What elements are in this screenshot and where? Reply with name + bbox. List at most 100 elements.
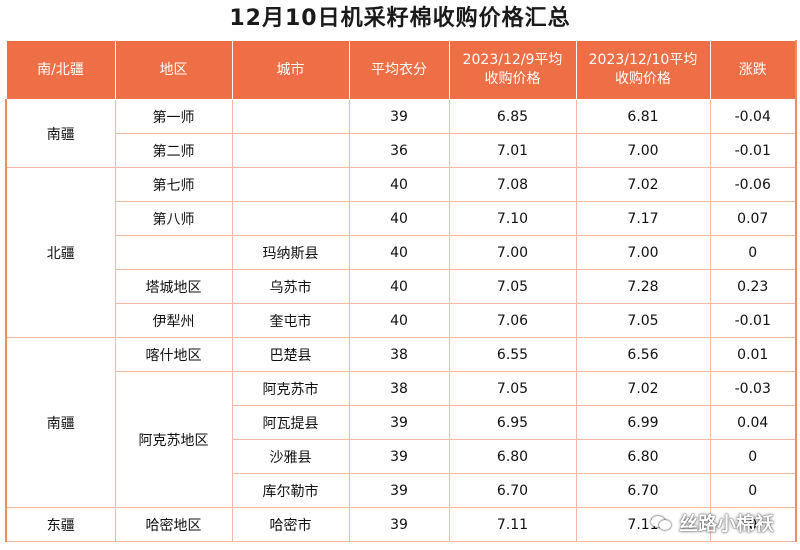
table-row: 阿瓦提县 39 6.95 6.99 0.04: [6, 405, 797, 440]
cell-price-curr: 6.81: [575, 99, 711, 134]
table-row: 伊犁州 奎屯市 40 7.06 7.05 -0.01: [6, 303, 797, 338]
cell-avg-fraction: 39: [348, 99, 450, 134]
table-row: 第二师 36 7.01 7.00 -0.01: [6, 133, 797, 168]
cell-area: 第七师: [114, 167, 233, 202]
cell-city: 沙雅县: [231, 439, 350, 474]
cell-price-prev: 7.10: [448, 201, 577, 236]
cell-area: 第八师: [114, 201, 233, 236]
cell-avg-fraction: 39: [348, 405, 450, 440]
cell-avg-fraction: 38: [348, 337, 450, 372]
cell-avg-fraction: 40: [348, 269, 450, 304]
cell-price-curr: 6.56: [575, 337, 711, 372]
cell-price-curr: 6.80: [575, 439, 711, 474]
cell-area: [114, 235, 233, 270]
cell-change: -0.01: [709, 303, 797, 338]
cell-change: -0.01: [709, 133, 797, 168]
cell-avg-fraction: 40: [348, 235, 450, 270]
table-row: 玛纳斯县 40 7.00 7.00 0: [6, 235, 797, 270]
cell-price-prev: 7.08: [448, 167, 577, 202]
header-area: 地区: [114, 40, 233, 100]
cell-region-group: 东疆: [5, 507, 116, 542]
table-row: 南疆 喀什地区 巴楚县 38 6.55 6.56 0.01: [5, 337, 797, 508]
cell-city: 阿克苏市: [231, 371, 350, 406]
cell-price-prev: 7.01: [448, 133, 577, 168]
cell-city: [231, 167, 350, 202]
header-price-curr: 2023/12/10平均 收购价格: [575, 40, 711, 100]
cell-area: 阿克苏地区: [114, 371, 233, 508]
cell-price-prev: 7.05: [448, 371, 577, 406]
cell-city: 阿瓦提县: [231, 405, 350, 440]
table-header-row: 南/北疆 地区 城市 平均衣分 2023/12/9平均 收购价格 2023/12…: [5, 40, 797, 100]
cell-price-prev: 7.05: [448, 269, 577, 304]
cell-change: 0: [709, 507, 797, 542]
cell-price-curr: 7.02: [575, 371, 711, 406]
cell-price-curr: 7.28: [575, 269, 711, 304]
cell-area: 哈密地区: [114, 507, 233, 542]
cell-price-prev: 7.11: [448, 507, 577, 542]
header-city: 城市: [231, 40, 350, 100]
cell-change: 0.04: [709, 405, 797, 440]
cell-price-curr: 7.11: [575, 507, 711, 542]
cell-price-curr: 6.70: [575, 473, 711, 508]
cell-area: 第一师: [114, 99, 233, 134]
cell-avg-fraction: 40: [348, 303, 450, 338]
cell-price-curr: 7.00: [575, 133, 711, 168]
cell-area: 塔城地区: [114, 269, 233, 304]
table-row: 塔城地区 乌苏市 40 7.05 7.28 0.23: [6, 269, 797, 304]
watermark: 丝路小棉袄: [650, 509, 774, 536]
cell-region-group: 北疆: [5, 167, 116, 338]
cell-avg-fraction: 40: [348, 201, 450, 236]
cell-avg-fraction: 38: [348, 371, 450, 406]
cell-price-prev: 6.80: [448, 439, 577, 474]
cell-change: 0.23: [709, 269, 797, 304]
cell-avg-fraction: 36: [348, 133, 450, 168]
cell-price-prev: 6.55: [448, 337, 577, 372]
cell-city: 玛纳斯县: [231, 235, 350, 270]
header-avg-fraction: 平均衣分: [348, 40, 450, 100]
cell-price-curr: 7.02: [575, 167, 711, 202]
cell-price-prev: 6.95: [448, 405, 577, 440]
cell-region-group: 南疆: [5, 337, 116, 508]
cell-city: [231, 99, 350, 134]
cell-price-prev: 7.06: [448, 303, 577, 338]
page-title: 12月10日机采籽棉收购价格汇总: [229, 6, 571, 31]
table-row: 第八师 40 7.10 7.17 0.07: [6, 201, 797, 236]
header-price-prev: 2023/12/9平均 收购价格: [448, 40, 577, 100]
cell-city: 乌苏市: [231, 269, 350, 304]
cell-change: -0.03: [709, 371, 797, 406]
table-row: 北疆 第七师 40 7.08 7.02 -0.06: [5, 167, 797, 338]
cell-price-prev: 6.70: [448, 473, 577, 508]
table-row: 沙雅县 39 6.80 6.80 0: [6, 439, 797, 474]
table-row: 东疆 哈密地区 哈密市 39 7.11 7.11 0: [5, 507, 797, 542]
cell-avg-fraction: 39: [348, 507, 450, 542]
cell-city: [231, 133, 350, 168]
cell-city: 库尔勒市: [231, 473, 350, 508]
header-change: 涨跌: [709, 40, 797, 100]
cell-city: 巴楚县: [231, 337, 350, 372]
cell-price-prev: 7.00: [448, 235, 577, 270]
header-region-group: 南/北疆: [5, 40, 116, 100]
table-row: 南疆 第一师 39 6.85 6.81 -0.04: [5, 99, 797, 168]
cell-change: 0: [709, 235, 797, 270]
cell-city: 哈密市: [231, 507, 350, 542]
wechat-icon: [650, 514, 673, 532]
cell-city: 奎屯市: [231, 303, 350, 338]
cell-change: -0.06: [709, 167, 797, 202]
watermark-text: 丝路小棉袄: [678, 513, 774, 535]
cell-price-curr: 7.00: [575, 235, 711, 270]
cell-change: 0: [709, 473, 797, 508]
cell-avg-fraction: 39: [348, 439, 450, 474]
cell-area: 第二师: [114, 133, 233, 168]
cell-region-group: 南疆: [5, 99, 116, 168]
cell-city: [231, 201, 350, 236]
cell-price-curr: 6.99: [575, 405, 711, 440]
cell-area: 伊犁州: [114, 303, 233, 338]
table-row: 阿克苏地区 阿克苏市 38 7.05 7.02 -0.03: [6, 371, 797, 508]
cell-change: -0.04: [709, 99, 797, 134]
cell-change: 0.07: [709, 201, 797, 236]
cell-avg-fraction: 40: [348, 167, 450, 202]
price-table: 南/北疆 地区 城市 平均衣分 2023/12/9平均 收购价格 2023/12…: [5, 40, 797, 542]
cell-price-curr: 7.05: [575, 303, 711, 338]
cell-price-curr: 7.17: [575, 201, 711, 236]
cell-avg-fraction: 39: [348, 473, 450, 508]
